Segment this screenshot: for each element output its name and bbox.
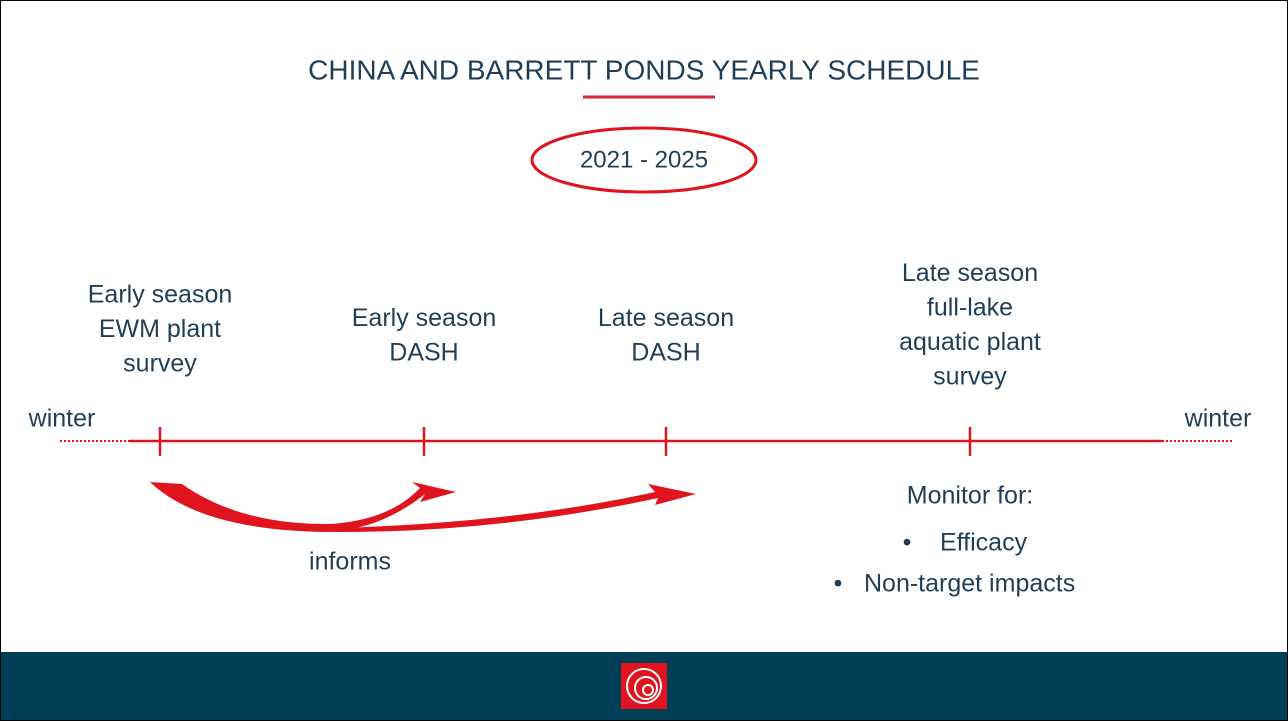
monitor-item: Efficacy bbox=[940, 529, 1028, 557]
informs-arrow bbox=[152, 484, 696, 532]
monitor-heading: Monitor for: bbox=[907, 482, 1033, 510]
event-label: Late season bbox=[598, 304, 734, 332]
winter-label: winter bbox=[28, 405, 96, 433]
event-label: survey bbox=[933, 363, 1007, 391]
bullet: • bbox=[834, 570, 843, 598]
event-label: DASH bbox=[631, 339, 700, 367]
event-label: DASH bbox=[389, 339, 458, 367]
event-label: Early season bbox=[88, 281, 233, 309]
event-label: aquatic plant bbox=[899, 328, 1041, 356]
informs-arrow bbox=[150, 482, 456, 532]
event-label: Early season bbox=[352, 304, 497, 332]
event-label: EWM plant bbox=[99, 315, 221, 343]
winter-label: winter bbox=[1184, 405, 1252, 433]
logo-ring bbox=[642, 684, 654, 696]
logo-ring bbox=[634, 676, 658, 700]
monitor-item: Non-target impacts bbox=[864, 570, 1075, 598]
years-ellipse bbox=[530, 126, 758, 194]
arrow-label: informs bbox=[309, 548, 391, 576]
logo-ring bbox=[626, 668, 662, 704]
event-label: survey bbox=[123, 350, 197, 378]
years: 2021 - 2025 bbox=[580, 146, 708, 173]
bullet: • bbox=[903, 529, 912, 557]
title: CHINA AND BARRETT PONDS YEARLY SCHEDULE bbox=[308, 54, 980, 85]
event-label: Late season bbox=[902, 259, 1038, 287]
event-label: full-lake bbox=[927, 294, 1013, 322]
